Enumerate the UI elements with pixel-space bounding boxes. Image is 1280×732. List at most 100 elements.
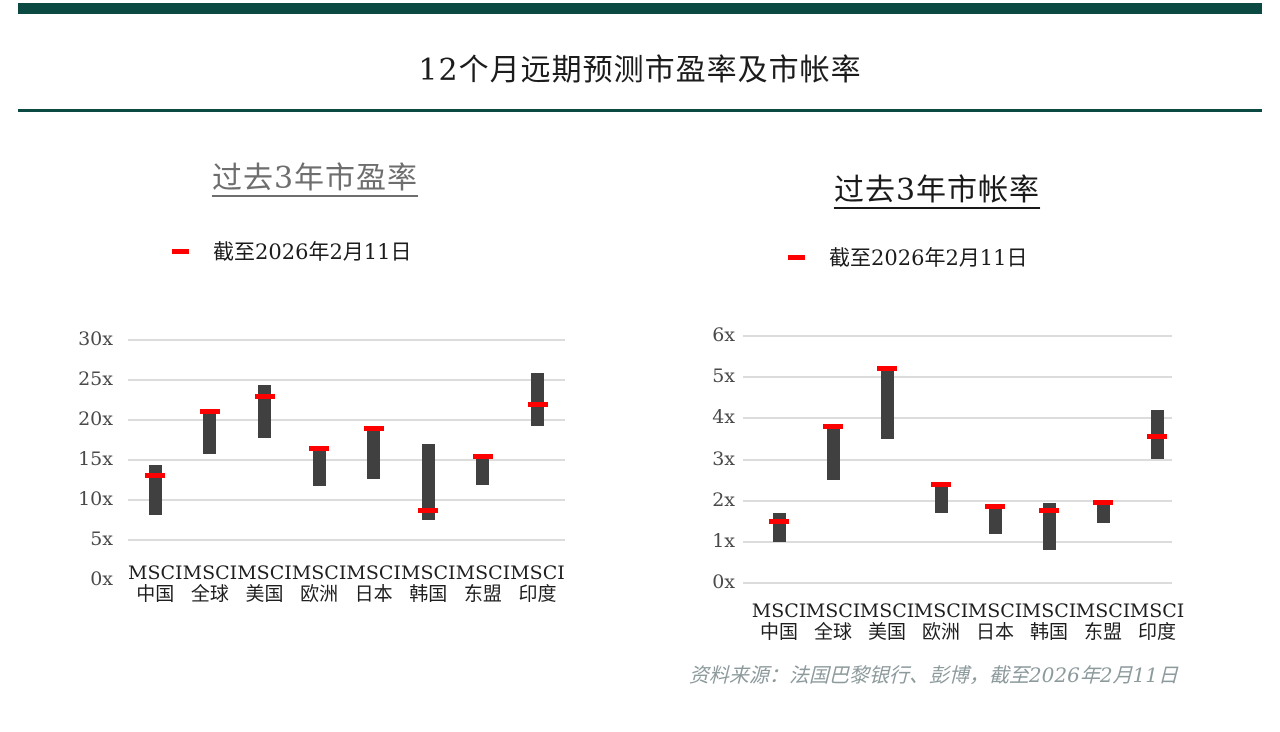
category-label-line: MSCI bbox=[1129, 600, 1185, 622]
category-label-line: 全球 bbox=[813, 621, 852, 643]
y-axis-tick-label: 20x bbox=[78, 408, 113, 430]
category-label-line: 欧洲 bbox=[300, 583, 339, 605]
y-axis-tick-label: 25x bbox=[78, 368, 113, 390]
gridline bbox=[743, 582, 1172, 584]
range-bar bbox=[880, 370, 894, 439]
category-label-line: MSCI bbox=[967, 600, 1023, 622]
category-label: MSCI 中国 bbox=[749, 601, 809, 643]
range-bar bbox=[203, 412, 217, 455]
category-label: MSCI 印度 bbox=[1127, 601, 1187, 643]
current-value-marker-dash bbox=[363, 425, 384, 431]
range-bar bbox=[934, 486, 948, 513]
current-value-marker-dash bbox=[472, 453, 493, 459]
category-label-line: 韩国 bbox=[409, 583, 448, 605]
range-bar bbox=[1042, 502, 1056, 551]
title-divider-line bbox=[18, 109, 1262, 112]
y-axis-tick-label: 4x bbox=[712, 406, 735, 429]
gridline bbox=[128, 539, 565, 541]
category-label-line: MSCI bbox=[237, 562, 292, 584]
category-label: MSCI 全球 bbox=[803, 601, 863, 643]
gridline bbox=[128, 339, 565, 341]
category-label: MSCI 日本 bbox=[343, 563, 404, 605]
range-bar bbox=[772, 513, 786, 542]
y-axis-tick-label: 5x bbox=[712, 365, 735, 388]
y-axis-tick-label: 2x bbox=[712, 488, 735, 511]
category-label-line: 欧洲 bbox=[921, 621, 960, 643]
category-label: MSCI 中国 bbox=[125, 563, 186, 605]
range-bar bbox=[421, 444, 435, 520]
gridline bbox=[743, 376, 1172, 379]
category-label-line: MSCI bbox=[751, 600, 807, 622]
range-bar bbox=[476, 456, 490, 485]
category-label-line: MSCI bbox=[913, 600, 969, 622]
current-value-marker-dash bbox=[199, 408, 220, 414]
category-label-line: 印度 bbox=[518, 583, 557, 605]
category-label-line: MSCI bbox=[510, 562, 565, 584]
category-label-line: 韩国 bbox=[1029, 621, 1068, 643]
top-accent-bar bbox=[18, 3, 1262, 14]
y-axis-tick-label: 0x bbox=[712, 571, 735, 593]
page-title: 12个月远期预测市盈率及市帐率 bbox=[418, 53, 862, 88]
category-label-line: MSCI bbox=[401, 562, 456, 584]
current-value-marker-dash bbox=[931, 481, 951, 487]
category-label-line: 美国 bbox=[245, 583, 284, 605]
range-bar bbox=[531, 372, 544, 426]
range-bar bbox=[1096, 504, 1110, 524]
y-axis-tick-label: 30x bbox=[78, 328, 113, 350]
category-label: MSCI 韩国 bbox=[398, 563, 459, 605]
gridline bbox=[128, 379, 565, 381]
category-label-line: 东盟 bbox=[463, 583, 502, 605]
category-label: MSCI 全球 bbox=[180, 563, 241, 605]
category-label-line: 中国 bbox=[136, 583, 175, 605]
range-bar bbox=[988, 508, 1002, 534]
current-value-marker-dash bbox=[1093, 500, 1113, 506]
pe-legend-label: 截至2026年2月11日 bbox=[213, 240, 412, 264]
y-axis-tick-label: 10x bbox=[78, 488, 113, 510]
red-dash-legend-icon bbox=[172, 248, 189, 254]
category-label-line: 日本 bbox=[975, 621, 1014, 643]
range-bar bbox=[367, 428, 381, 480]
gridline bbox=[128, 419, 565, 421]
current-value-marker-dash bbox=[1039, 508, 1059, 514]
current-value-marker-dash bbox=[985, 504, 1005, 510]
y-axis-tick-label: 3x bbox=[712, 447, 735, 470]
category-label-line: MSCI bbox=[859, 600, 915, 622]
category-label-line: MSCI bbox=[128, 562, 183, 584]
current-value-marker-dash bbox=[877, 366, 897, 372]
category-label: MSCI 欧洲 bbox=[911, 601, 971, 643]
category-label-line: MSCI bbox=[805, 600, 861, 622]
gridline bbox=[128, 459, 565, 461]
category-label: MSCI 东盟 bbox=[1073, 601, 1133, 643]
category-label-line: MSCI bbox=[455, 562, 511, 584]
current-value-marker-dash bbox=[769, 518, 789, 524]
category-label-line: 日本 bbox=[354, 583, 393, 605]
gridline bbox=[128, 499, 565, 501]
y-axis-tick-label: 6x bbox=[712, 324, 735, 346]
current-value-marker-dash bbox=[823, 424, 843, 430]
y-axis-tick-label: 15x bbox=[78, 448, 113, 470]
category-label: MSCI 东盟 bbox=[453, 563, 514, 605]
gridline bbox=[743, 499, 1172, 502]
category-label: MSCI 日本 bbox=[965, 601, 1025, 643]
pb-chart-title: 过去3年市帐率 bbox=[833, 173, 1041, 208]
category-label-line: 东盟 bbox=[1083, 621, 1122, 643]
gridline bbox=[743, 417, 1172, 420]
category-label-line: MSCI bbox=[346, 562, 401, 584]
pb-legend-label: 截至2026年2月11日 bbox=[829, 246, 1028, 270]
range-bar bbox=[312, 449, 326, 487]
pe-chart-legend: 截至2026年2月11日 bbox=[172, 238, 412, 264]
category-label-line: 美国 bbox=[867, 621, 906, 643]
source-note: 资料来源：法国巴黎银行、彭博，截至2026年2月11日 bbox=[688, 663, 1178, 687]
category-label: MSCI 美国 bbox=[857, 601, 917, 643]
category-label-line: MSCI bbox=[1075, 600, 1131, 622]
category-label: MSCI 印度 bbox=[507, 563, 568, 605]
category-label: MSCI 欧洲 bbox=[289, 563, 350, 605]
category-label-line: MSCI bbox=[1021, 600, 1077, 622]
red-dash-legend-icon bbox=[788, 254, 805, 260]
y-axis-tick-label: 5x bbox=[90, 528, 113, 550]
category-label-line: MSCI bbox=[291, 562, 347, 584]
category-label: MSCI 韩国 bbox=[1019, 601, 1079, 643]
